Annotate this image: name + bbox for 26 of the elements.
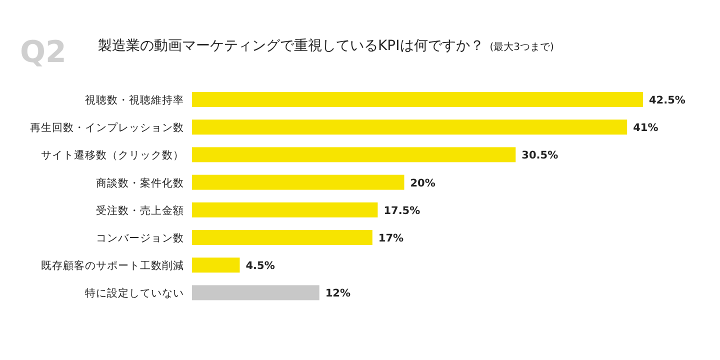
bar bbox=[192, 120, 628, 135]
y-tick-label: 特に設定していない bbox=[85, 286, 184, 300]
data-label: 20% bbox=[410, 177, 436, 190]
data-label: 42.5% bbox=[649, 94, 686, 106]
data-label: 4.5% bbox=[246, 260, 276, 272]
chart-title: 製造業の動画マーケティングで重視しているKPIは何ですか？ bbox=[98, 38, 484, 54]
data-label: 41% bbox=[633, 122, 659, 134]
y-tick-label: 商談数・案件化数 bbox=[96, 176, 184, 190]
y-tick-label: サイト遷移数（クリック数） bbox=[41, 150, 184, 162]
bar bbox=[192, 147, 516, 162]
chart-subtitle: (最大3つまで) bbox=[490, 41, 554, 53]
bar bbox=[192, 258, 240, 273]
y-tick-label: 再生回数・インプレッション数 bbox=[30, 121, 184, 134]
y-tick-label: 視聴数・視聴維持率 bbox=[85, 94, 184, 106]
bar bbox=[192, 202, 378, 218]
y-tick-label: コンバージョン数 bbox=[96, 232, 184, 244]
bar bbox=[192, 285, 320, 300]
data-label: 12% bbox=[325, 288, 351, 300]
bar bbox=[192, 174, 404, 190]
y-tick-label: 受注数・売上金額 bbox=[96, 204, 184, 217]
y-tick-label: 既存顧客のサポート工数削減 bbox=[41, 259, 184, 272]
bar bbox=[192, 230, 372, 245]
data-label: 17% bbox=[378, 232, 404, 244]
data-label: 17.5% bbox=[384, 204, 421, 217]
bar bbox=[192, 92, 643, 107]
data-label: 30.5% bbox=[522, 150, 559, 162]
